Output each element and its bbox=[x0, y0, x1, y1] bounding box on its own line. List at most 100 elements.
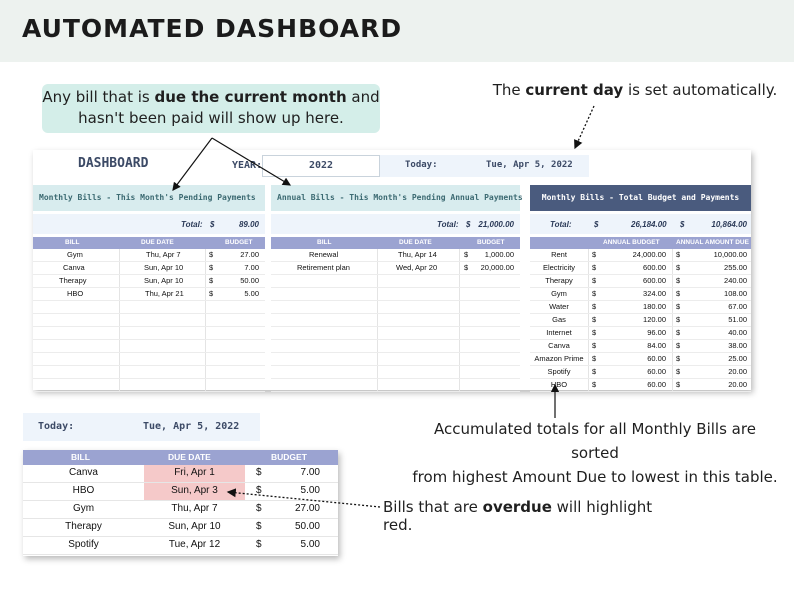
currency-symbol: $ bbox=[464, 250, 469, 259]
table-row[interactable]: Water $180.00 $67.00 bbox=[530, 301, 751, 314]
currency-symbol: $ bbox=[592, 341, 597, 350]
overdue-row[interactable]: HBO Sun, Apr 3 $5.00 bbox=[23, 483, 338, 501]
due-cell: 10,000.00 bbox=[713, 250, 747, 259]
table-row[interactable]: Therapy $600.00 $240.00 bbox=[530, 275, 751, 288]
table-row[interactable]: Rent $24,000.00 $10,000.00 bbox=[530, 249, 751, 262]
total-row: Total: $ 21,000.00 bbox=[271, 214, 520, 234]
table-row[interactable]: Amazon Prime $60.00 $25.00 bbox=[530, 353, 751, 366]
callout-text: Any bill that is bbox=[42, 88, 155, 106]
arrow-to-overdue bbox=[226, 488, 381, 508]
bill-cell: Water bbox=[549, 302, 569, 311]
amount-cell: 7.00 bbox=[244, 263, 259, 272]
table-row[interactable]: Internet $96.00 $40.00 bbox=[530, 327, 751, 340]
total-row: Total: $ 89.00 bbox=[33, 214, 265, 234]
due-date-cell: Tue, Apr 12 bbox=[168, 539, 221, 550]
callout-text: Bills that are bbox=[383, 498, 483, 516]
callout-totals: Accumulated totals for all Monthly Bills… bbox=[410, 417, 780, 489]
budget-cell: 60.00 bbox=[647, 367, 666, 376]
overdue-row[interactable]: Canva Fri, Apr 1 $7.00 bbox=[23, 465, 338, 483]
monthly-pending-grid: Gym Thu, Apr 7 $ 27.00 Canva Sun, Apr 10… bbox=[33, 249, 265, 392]
arrow-to-monthly-panel bbox=[172, 137, 213, 191]
callout-bold: current day bbox=[525, 81, 624, 99]
table-row[interactable]: HBO Thu, Apr 21 $ 5.00 bbox=[33, 288, 265, 301]
bill-cell: Rent bbox=[551, 250, 567, 259]
amount-cell: 5.00 bbox=[244, 289, 259, 298]
currency-symbol: $ bbox=[256, 521, 262, 532]
due-cell: 20.00 bbox=[728, 380, 747, 389]
table-row[interactable]: Spotify Tue, Apr 12 $5.00 bbox=[23, 537, 338, 555]
table-row[interactable]: Canva Sun, Apr 10 $ 7.00 bbox=[33, 262, 265, 275]
amount-cell: 27.00 bbox=[294, 503, 320, 514]
today-value: Tue, Apr 5, 2022 bbox=[486, 160, 573, 170]
total-due: 10,864.00 bbox=[711, 220, 747, 229]
panel-title: Monthly Bills - Total Budget and Payment… bbox=[530, 185, 751, 211]
table-row[interactable]: Renewal Thu, Apr 14 $ 1,000.00 bbox=[271, 249, 520, 262]
amount-cell: 50.00 bbox=[294, 521, 320, 532]
currency-symbol: $ bbox=[676, 315, 681, 324]
currency-symbol: $ bbox=[676, 302, 681, 311]
currency-symbol: $ bbox=[209, 276, 214, 285]
year-label: YEAR: bbox=[232, 160, 263, 171]
amount-cell: 5.00 bbox=[300, 485, 320, 496]
bill-cell: Renewal bbox=[309, 250, 339, 259]
due-date-cell: Sun, Apr 10 bbox=[144, 276, 184, 285]
bill-cell: Gym bbox=[67, 250, 83, 259]
table-row[interactable]: Gym Thu, Apr 7 $27.00 bbox=[23, 501, 338, 519]
due-date-cell: Sun, Apr 10 bbox=[144, 263, 184, 272]
today-strip bbox=[380, 155, 589, 177]
panel-title: Annual Bills - This Month's Pending Annu… bbox=[271, 185, 523, 211]
overdue-table-body: Canva Fri, Apr 1 $7.00 HBO Sun, Apr 3 $5.00 Gy… bbox=[23, 465, 338, 555]
currency-symbol: $ bbox=[592, 276, 597, 285]
currency-symbol: $ bbox=[256, 485, 262, 496]
column-header: BUDGET bbox=[477, 239, 505, 246]
currency-symbol: $ bbox=[594, 220, 599, 229]
totals-panel: Monthly Bills - Total Budget and Payment… bbox=[530, 185, 751, 392]
callout-text: will highlight red. bbox=[383, 498, 653, 534]
table-row[interactable]: Canva $84.00 $38.00 bbox=[530, 340, 751, 353]
column-header-row: BILL DUE DATE BUDGET bbox=[33, 237, 265, 249]
bill-cell: Therapy bbox=[545, 276, 573, 285]
currency-symbol: $ bbox=[466, 220, 471, 229]
budget-cell: 24,000.00 bbox=[632, 250, 666, 259]
table-row[interactable]: Electricity $600.00 $255.00 bbox=[530, 262, 751, 275]
mini-today-label: Today: bbox=[38, 421, 75, 432]
column-header: DUE DATE bbox=[141, 239, 174, 246]
table-row[interactable]: Gym $324.00 $108.00 bbox=[530, 288, 751, 301]
callout-bold: overdue bbox=[482, 498, 552, 516]
overdue-bills-table: BILL DUE DATE BUDGET Canva Fri, Apr 1 $7.0… bbox=[23, 450, 338, 556]
dashboard-title: DASHBOARD bbox=[78, 156, 149, 171]
due-cell: 38.00 bbox=[728, 341, 747, 350]
bill-cell: Amazon Prime bbox=[534, 354, 584, 363]
table-row[interactable]: Retirement plan Wed, Apr 20 $ 20,000.00 bbox=[271, 262, 520, 275]
bill-cell: Spotify bbox=[68, 539, 99, 550]
amount-cell: 27.00 bbox=[240, 250, 259, 259]
currency-symbol: $ bbox=[592, 302, 597, 311]
currency-symbol: $ bbox=[676, 354, 681, 363]
amount-cell: 50.00 bbox=[240, 276, 259, 285]
table-row[interactable]: Gym Thu, Apr 7 $ 27.00 bbox=[33, 249, 265, 262]
banner-title: AUTOMATED DASHBOARD bbox=[22, 14, 403, 43]
amount-cell: 1,000.00 bbox=[484, 250, 514, 259]
table-row[interactable]: Gas $120.00 $51.00 bbox=[530, 314, 751, 327]
title-banner: AUTOMATED DASHBOARD bbox=[0, 0, 794, 62]
bill-cell: Gym bbox=[72, 503, 95, 514]
bill-cell: HBO bbox=[67, 289, 84, 298]
arrow-to-today bbox=[574, 105, 595, 150]
table-row[interactable]: Therapy Sun, Apr 10 $ 50.00 bbox=[33, 275, 265, 288]
currency-symbol: $ bbox=[210, 220, 215, 229]
bill-cell: HBO bbox=[72, 485, 95, 496]
due-cell: 108.00 bbox=[724, 289, 747, 298]
year-input[interactable]: 2022 bbox=[262, 155, 380, 177]
table-row[interactable]: Spotify $60.00 $20.00 bbox=[530, 366, 751, 379]
due-cell: 20.00 bbox=[728, 367, 747, 376]
overdue-highlight bbox=[144, 483, 245, 500]
bill-cell: Internet bbox=[546, 328, 572, 337]
currency-symbol: $ bbox=[676, 263, 681, 272]
currency-symbol: $ bbox=[256, 467, 262, 478]
arrow-to-annual-panel bbox=[211, 137, 292, 186]
bill-cell: Therapy bbox=[65, 521, 102, 532]
due-cell: 51.00 bbox=[728, 315, 747, 324]
column-header: BILL bbox=[65, 239, 80, 246]
table-row[interactable]: Therapy Sun, Apr 10 $50.00 bbox=[23, 519, 338, 537]
